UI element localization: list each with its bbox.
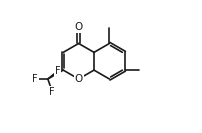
Text: O: O (74, 74, 82, 84)
Text: F: F (32, 74, 38, 84)
Text: F: F (49, 87, 55, 97)
Text: F: F (55, 66, 60, 76)
Text: O: O (74, 22, 82, 32)
